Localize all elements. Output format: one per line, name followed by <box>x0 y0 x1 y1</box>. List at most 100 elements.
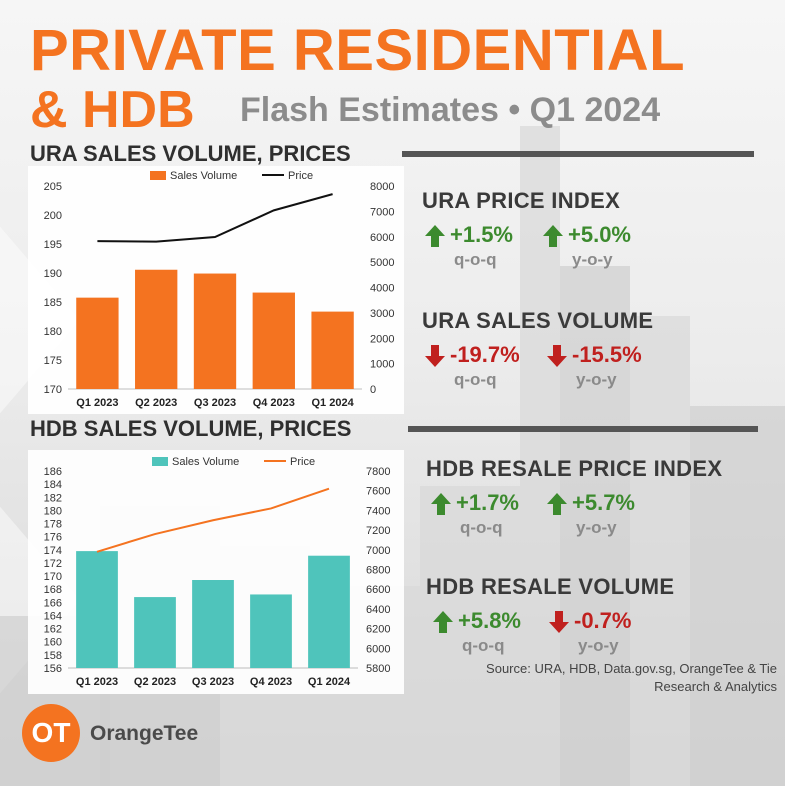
orangetee-logo-mark: OT <box>32 717 71 748</box>
source-line-2: Research & Analytics <box>654 679 777 694</box>
right-axis-tick-label: 6200 <box>366 624 390 636</box>
legend-label-sales-volume: Sales Volume <box>170 170 237 182</box>
left-axis-tick-label: 195 <box>44 239 62 251</box>
hdb-volume-qoq: +5.8% q-o-q <box>432 608 552 664</box>
page-subtitle: Flash Estimates • Q1 2024 <box>240 91 661 129</box>
category-label: Q4 2023 <box>250 676 292 688</box>
ura-section-heading: URA SALES VOLUME, PRICES <box>30 141 351 166</box>
right-axis-tick-label: 7400 <box>366 505 390 517</box>
orangetee-logo-icon: OT <box>22 704 80 762</box>
left-axis-tick-label: 160 <box>44 637 62 649</box>
metric-value: -15.5% <box>572 342 642 367</box>
left-axis-tick-label: 170 <box>44 571 62 583</box>
metric-value: +1.5% <box>450 222 513 247</box>
metric-period: q-o-q <box>462 636 505 655</box>
left-axis-tick-label: 185 <box>44 297 62 309</box>
bar-q3-2023 <box>192 580 234 668</box>
right-axis-tick-label: 1000 <box>370 359 394 371</box>
hdb-price-yoy: +5.7% y-o-y <box>546 490 666 546</box>
left-axis-tick-label: 166 <box>44 597 62 609</box>
left-axis-tick-label: 168 <box>44 584 62 596</box>
arrow-down-icon <box>424 344 446 368</box>
right-axis-tick-label: 2000 <box>370 333 394 345</box>
arrow-up-icon <box>547 493 567 515</box>
metric-value: +5.7% <box>572 490 635 515</box>
price-line <box>96 487 330 553</box>
bar-q2-2023 <box>134 597 176 668</box>
ura-chart-panel: 170 175 180 185 190 195 200 205 0 1000 2000 3000 400… <box>28 166 404 414</box>
ura-sales-volume-title: URA SALES VOLUME <box>422 308 654 333</box>
left-axis-tick-label: 175 <box>44 355 62 367</box>
metric-value: -0.7% <box>574 608 632 633</box>
left-axis-tick-label: 178 <box>44 519 62 531</box>
arrow-up-icon <box>543 225 563 247</box>
metric-period: y-o-y <box>572 250 613 269</box>
metric-period: q-o-q <box>460 518 503 537</box>
bar-q4-2023 <box>250 594 292 668</box>
arrow-up-icon <box>546 492 568 516</box>
legend-label-price: Price <box>288 170 313 182</box>
arrow-down-icon <box>549 611 569 633</box>
hdb-resale-price-index-title: HDB RESALE PRICE INDEX <box>426 456 723 481</box>
metric-period: y-o-y <box>576 370 617 389</box>
metric-period: q-o-q <box>454 250 497 269</box>
metric-period: y-o-y <box>578 636 619 655</box>
arrow-up-icon <box>425 225 445 247</box>
source-line-1: Source: URA, HDB, Data.gov.sg, OrangeTee… <box>486 661 777 676</box>
left-axis-tick-label: 158 <box>44 650 62 662</box>
category-label: Q2 2023 <box>135 397 177 409</box>
bar-q3-2023 <box>193 273 237 389</box>
price-line <box>97 193 333 243</box>
right-axis-tick-label: 6400 <box>366 604 390 616</box>
metric-value: +5.0% <box>568 222 631 247</box>
arrow-up-icon <box>424 224 446 248</box>
legend-swatch-sales-volume <box>152 457 168 466</box>
left-axis-tick-label: 200 <box>44 210 62 222</box>
metric-value: -19.7% <box>450 342 520 367</box>
ura-volume-yoy: -15.5% y-o-y <box>546 342 666 398</box>
arrow-up-icon <box>431 493 451 515</box>
legend-swatch-sales-volume <box>150 171 166 180</box>
ura-section-rule <box>402 151 754 157</box>
arrow-up-icon <box>542 224 564 248</box>
category-label: Q3 2023 <box>192 676 234 688</box>
left-axis-tick-label: 180 <box>44 326 62 338</box>
bar-q1-2023 <box>76 297 119 389</box>
legend-label-price: Price <box>290 456 315 468</box>
left-axis-tick-label: 205 <box>44 181 62 193</box>
hdb-chart-panel: 156 158 160 162 164 166 168 170 172 174 176 178 180 1… <box>28 450 404 694</box>
arrow-up-icon <box>430 492 452 516</box>
chart-legend: Sales Volume Price <box>152 456 315 468</box>
right-axis-tick-label: 6000 <box>370 232 394 244</box>
source-note: Source: URA, HDB, Data.gov.sg, OrangeTee… <box>417 660 777 696</box>
page-title-line2: & HDB <box>30 81 195 139</box>
ura-price-yoy: +5.0% y-o-y <box>542 222 662 278</box>
left-axis-tick-label: 190 <box>44 268 62 280</box>
legend-label-sales-volume: Sales Volume <box>172 456 239 468</box>
arrow-down-icon <box>546 344 568 368</box>
bar-q1-2024 <box>311 311 354 389</box>
right-axis-tick-label: 6600 <box>366 584 390 596</box>
ura-price-index-title: URA PRICE INDEX <box>422 188 621 213</box>
ura-price-qoq: +1.5% q-o-q <box>424 222 544 278</box>
category-label: Q1 2024 <box>311 397 354 409</box>
left-axis-tick-label: 174 <box>44 545 62 557</box>
left-axis-tick-label: 156 <box>44 663 62 675</box>
category-label: Q1 2024 <box>308 676 351 688</box>
arrow-up-icon <box>433 611 453 633</box>
left-axis-tick-label: 184 <box>44 479 62 491</box>
hdb-sales-price-chart: 1561581601621641661681701721741761781801… <box>44 456 391 688</box>
left-axis-tick-label: 182 <box>44 492 62 504</box>
right-axis-tick-label: 5800 <box>366 663 390 675</box>
bar-q4-2023 <box>252 292 295 389</box>
right-axis-tick-label: 7000 <box>370 206 394 218</box>
category-label: Q2 2023 <box>134 676 176 688</box>
right-axis-tick-label: 5000 <box>370 257 394 269</box>
hdb-section-heading: HDB SALES VOLUME, PRICES <box>30 416 352 441</box>
arrow-up-icon <box>432 610 454 634</box>
metric-period: q-o-q <box>454 370 497 389</box>
right-axis-tick-label: 7600 <box>366 486 390 498</box>
logo-letters: OT <box>32 717 71 748</box>
arrow-down-icon <box>548 610 570 634</box>
metric-value: +5.8% <box>458 608 521 633</box>
